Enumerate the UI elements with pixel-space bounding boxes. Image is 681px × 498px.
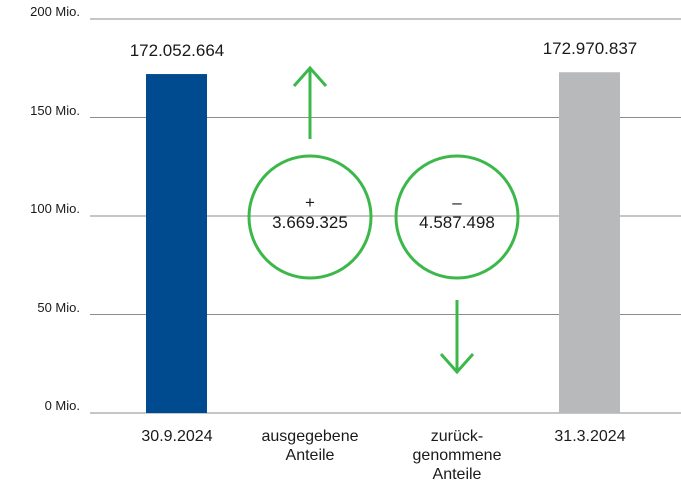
y-tick-label: 100 Mio. [30,201,80,216]
change-circle [394,154,520,280]
arrow-head [292,65,328,87]
x-tick-label: ausgegebene Anteile [261,428,359,465]
value-label: + 3.669.325 [272,193,348,233]
y-tick-label: 200 Mio. [30,4,80,19]
bar [146,74,207,414]
x-tick-label: 31.3.2024 [554,428,626,445]
y-tick-label: 50 Mio. [37,299,80,315]
y-tick-label: 0 Mio. [44,398,80,413]
arrow-head [439,353,475,375]
y-tick-label: 150 Mio. [30,102,80,118]
value-label: 172.970.837 [542,39,638,59]
change-circle [247,154,373,280]
x-tick-label: 30.9.2024 [141,428,213,445]
value-label: 172.052.664 [129,41,225,61]
x-tick-label: zurück- genommene Anteile [412,428,502,484]
value-label: – 4.587.498 [419,193,495,233]
bar [559,72,620,414]
